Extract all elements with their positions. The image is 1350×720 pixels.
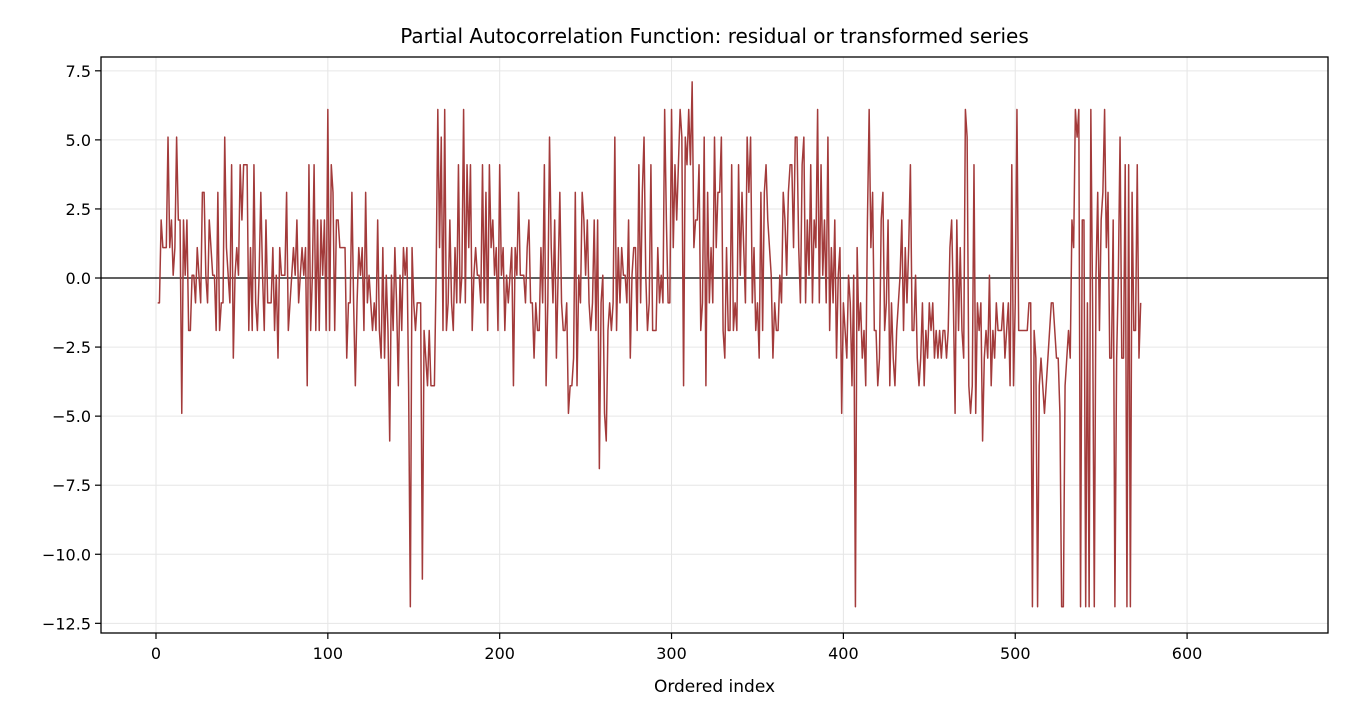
plot-area-frame: [100, 56, 1329, 634]
x-axis-label: Ordered index: [654, 677, 775, 697]
y-tick-label: 5.0: [66, 131, 91, 150]
x-axis-ticks: 0 100 200 300 400 500 600: [151, 633, 1202, 663]
y-tick-label: −10.0: [42, 545, 91, 564]
chart-title: Partial Autocorrelation Function: residu…: [400, 24, 1029, 48]
x-tick-label: 500: [1000, 644, 1031, 663]
y-tick-label: −12.5: [42, 614, 91, 633]
y-axis-ticks: 7.5 5.0 2.5 0.0 −2.5 −5.0 −7.5 −10.0 −12.5: [42, 62, 101, 633]
series-group: [157, 81, 1142, 608]
x-tick-label: 0: [151, 644, 161, 663]
x-tick-label: 100: [313, 644, 344, 663]
x-tick-label: 200: [484, 644, 515, 663]
x-tick-label: 300: [656, 644, 687, 663]
x-tick-label: 400: [828, 644, 859, 663]
y-tick-label: −7.5: [52, 476, 91, 495]
x-tick-label: 600: [1172, 644, 1203, 663]
y-tick-label: −5.0: [52, 407, 91, 426]
y-tick-label: 2.5: [66, 200, 91, 219]
y-tick-label: 7.5: [66, 62, 91, 81]
y-tick-label: 0.0: [66, 269, 91, 288]
series-line: [157, 81, 1142, 608]
y-tick-label: −2.5: [52, 338, 91, 357]
